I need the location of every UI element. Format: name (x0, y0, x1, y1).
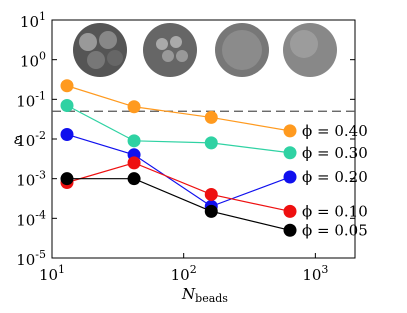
data-point (283, 146, 297, 160)
series-line (67, 178, 291, 231)
y-tick-label: 10-3 (16, 169, 46, 190)
x-tick-label: 102 (171, 263, 197, 284)
data-point (204, 187, 218, 201)
x-tick-label: 101 (39, 263, 65, 284)
series-line (66, 85, 291, 132)
y-tick-label: 10-2 (16, 129, 46, 150)
y-tick-label: 10-1 (16, 89, 46, 110)
data-point (127, 134, 141, 148)
data-point (204, 204, 218, 218)
y-tick-label: 100 (20, 50, 46, 71)
data-point (204, 110, 218, 124)
data-point (283, 170, 297, 184)
data-point (127, 156, 141, 170)
data-point (60, 79, 74, 93)
x-label-sub: beads (195, 292, 228, 305)
data-point (60, 98, 74, 112)
legend-label: ϕ = 0.10 (302, 202, 368, 220)
series-line (66, 162, 291, 212)
data-point (283, 223, 297, 237)
data-point (127, 100, 141, 114)
legend-label: ϕ = 0.20 (302, 168, 368, 186)
x-tick-label: 103 (302, 263, 328, 284)
x-axis-label: Nbeads (181, 285, 228, 305)
y-tick-label: 10-5 (16, 248, 46, 269)
y-tick-label: 10-4 (16, 208, 46, 229)
data-point (283, 204, 297, 218)
data-point (204, 136, 218, 150)
data-point (60, 172, 74, 186)
data-point (60, 127, 74, 141)
series-line (66, 104, 291, 154)
data-point (127, 172, 141, 186)
legend-label: ϕ = 0.30 (302, 144, 368, 162)
y-tick-label: 101 (20, 10, 46, 31)
data-point (283, 124, 297, 138)
particle-images (73, 23, 337, 77)
x-label-main: N (181, 285, 196, 303)
legend-label: ϕ = 0.05 (302, 221, 368, 239)
y-axis-label: ε (14, 130, 22, 148)
legend-label: ϕ = 0.40 (302, 122, 368, 140)
series-line (66, 133, 291, 208)
